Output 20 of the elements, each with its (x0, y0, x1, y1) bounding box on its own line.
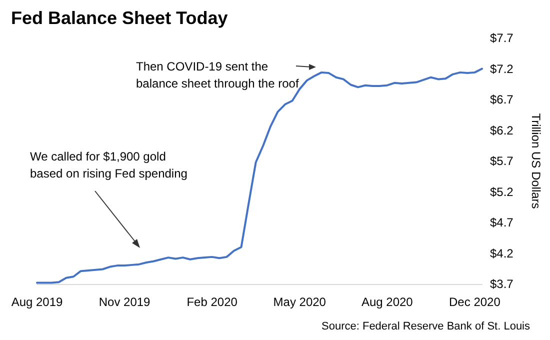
y-tick-label: $6.7 (490, 92, 514, 106)
y-tick-label: $5.7 (490, 154, 514, 168)
y-axis-title: Trillion US Dollars (529, 113, 543, 209)
y-tick-label: $7.2 (490, 62, 514, 76)
annotation: Then COVID-19 sent the balance sheet through the roof (136, 60, 300, 90)
x-tick-label: Nov 2019 (98, 295, 151, 309)
x-tick-label: May 2020 (273, 295, 326, 309)
y-tick-label: $7.7 (490, 31, 514, 45)
chart-title: Fed Balance Sheet Today (11, 8, 228, 28)
annotation: We called for $1,900 gold based on rising Fed spending (30, 150, 188, 180)
y-tick-label: $6.2 (490, 123, 514, 138)
x-tick-label: Feb 2020 (186, 295, 238, 309)
x-tick-label: Dec 2020 (449, 295, 501, 309)
y-tick-label: $4.7 (490, 216, 514, 230)
y-tick-label: $4.2 (490, 246, 514, 260)
y-tick-label: $3.7 (490, 277, 514, 291)
source-note: Source: Federal Reserve Bank of St. Louis (322, 320, 530, 332)
x-tick-label: Aug 2020 (361, 295, 414, 309)
x-tick-label: Aug 2019 (11, 295, 64, 309)
y-tick-label: $5.2 (490, 184, 514, 199)
